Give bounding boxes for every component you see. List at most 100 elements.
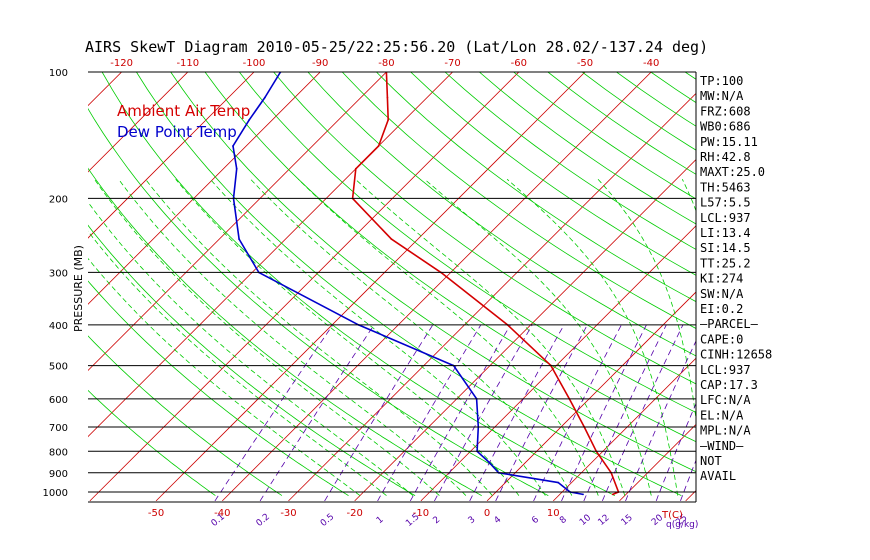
index-entry: KI:274 <box>700 272 743 286</box>
top-temp-tick-label: -120 <box>110 58 133 69</box>
x-axis-label: T(C) <box>661 510 683 521</box>
isotherm-line <box>553 357 696 502</box>
ambient-air-temp-series-line <box>351 72 620 496</box>
mixing-ratio-label: 1 <box>375 515 386 526</box>
pressure-tick-label: 800 <box>49 447 68 458</box>
index-entry: AVAIL <box>700 469 736 483</box>
index-entry: RH:42.8 <box>700 150 751 164</box>
top-temp-tick-label: -80 <box>378 58 394 69</box>
index-entry: —WIND— <box>700 439 744 453</box>
pressure-tick-label: 900 <box>49 469 68 480</box>
ambient-air-temp-point <box>377 145 380 147</box>
dew-point-temp-point <box>264 96 266 99</box>
dry-adiabat-line <box>88 280 349 496</box>
ambient-air-temp-point <box>354 167 357 170</box>
dew-point-temp-point <box>582 493 584 496</box>
index-entry: PW:15.11 <box>700 135 758 149</box>
chart-title: AIRS SkewT Diagram 2010-05-25/22:25:56.2… <box>85 38 708 56</box>
top-temp-tick-label: -60 <box>511 58 527 69</box>
isotherm-line <box>88 72 321 305</box>
legend-ambient-air-temp: Ambient Air Temp <box>117 102 250 120</box>
index-entry: TP:100 <box>700 74 743 88</box>
dry-adiabat-line <box>444 72 696 250</box>
bottom-temp-tick-label: -10 <box>413 508 429 519</box>
isotherm-line <box>420 225 696 502</box>
dry-adiabat-line <box>88 167 482 496</box>
mixing-ratio-line <box>259 324 375 502</box>
index-entry: CAPE:0 <box>700 332 743 346</box>
index-entry: NOT <box>700 454 722 468</box>
pressure-tick-label: 1000 <box>43 488 68 499</box>
index-entry: EI:0.2 <box>700 302 743 316</box>
pressure-tick-label: 400 <box>49 321 68 332</box>
isotherm-line <box>619 423 696 502</box>
index-entry: TT:25.2 <box>700 256 751 270</box>
isotherm-line <box>89 72 520 502</box>
bottom-temp-tick-label: -20 <box>347 508 363 519</box>
dry-adiabat-line <box>410 72 696 276</box>
top-temp-tick-label: -40 <box>643 58 659 69</box>
top-temp-tick-label: -50 <box>577 58 593 69</box>
mixing-ratio-line <box>602 324 684 502</box>
dew-point-temp-series-line <box>232 72 584 496</box>
dew-point-temp-point <box>232 145 234 147</box>
mixing-ratio-line <box>655 402 696 502</box>
mixing-ratio-label: 2 <box>432 515 443 526</box>
isotherm-line <box>88 72 454 438</box>
dry-adiabat-line <box>88 335 283 496</box>
y-axis-label: PRESSURE (MB) <box>72 245 85 332</box>
mixing-ratio-line <box>324 324 434 502</box>
index-entry: WB0:686 <box>700 120 751 134</box>
index-entry: SW:N/A <box>700 287 744 301</box>
moist-adiabat-line <box>424 178 652 496</box>
dry-adiabat-line <box>376 72 696 303</box>
isotherm-line <box>354 159 696 502</box>
bottom-temp-tick-label: 0 <box>484 508 490 519</box>
index-entry: LCL:937 <box>700 211 751 225</box>
mixing-ratio-line <box>434 324 533 502</box>
pressure-tick-label: 600 <box>49 395 68 406</box>
moist-adiabat-line <box>88 201 414 496</box>
top-temp-tick-label: -100 <box>243 58 266 69</box>
ambient-air-temp-point <box>386 96 389 99</box>
pressure-tick-label: 200 <box>49 194 68 205</box>
dew-point-temp-point <box>238 238 241 241</box>
index-entry: MAXT:25.0 <box>700 165 765 179</box>
mixing-ratio-line <box>377 324 482 502</box>
isotherm-line <box>155 72 586 502</box>
top-temp-tick-label: -110 <box>176 58 199 69</box>
dew-point-temp-point <box>235 167 238 170</box>
dry-adiabat-line <box>136 72 682 496</box>
dry-adiabat-line <box>238 72 696 413</box>
index-entry: CINH:12658 <box>700 348 772 362</box>
index-entry: EL:N/A <box>700 408 744 422</box>
mixing-ratio-unit-label: q(g/kg) <box>666 520 698 530</box>
moist-adiabat-line <box>118 178 467 496</box>
dry-adiabat-line <box>88 389 216 496</box>
pressure-tick-label: 700 <box>49 423 68 434</box>
dry-adiabat-line <box>341 72 696 329</box>
mixing-ratio-label: 4 <box>493 515 504 527</box>
isotherm-line <box>486 291 696 502</box>
pressure-tick-label: 500 <box>49 362 68 373</box>
index-entry: LI:13.4 <box>700 226 751 240</box>
mixing-ratio-line <box>533 324 622 502</box>
bottom-temp-tick-label: -30 <box>280 508 296 519</box>
isotherm-line <box>88 72 255 239</box>
dew-point-temp-point <box>248 119 251 121</box>
index-entry: L57:5.5 <box>700 196 751 210</box>
mixing-ratio-line <box>583 324 667 502</box>
ambient-air-temp-point <box>611 493 614 496</box>
top-temp-tick-label: -90 <box>312 58 328 69</box>
dew-point-temp-point <box>557 481 560 484</box>
pressure-tick-label: 100 <box>49 68 68 79</box>
isotherm-line <box>88 72 387 371</box>
index-entry: CAP:17.3 <box>700 378 758 392</box>
index-entry: MPL:N/A <box>700 424 751 438</box>
mixing-ratio-line <box>469 324 565 502</box>
dry-adiabat-line <box>307 72 696 357</box>
index-entry: MW:N/A <box>700 89 744 103</box>
bottom-temp-tick-label: -50 <box>148 508 164 519</box>
